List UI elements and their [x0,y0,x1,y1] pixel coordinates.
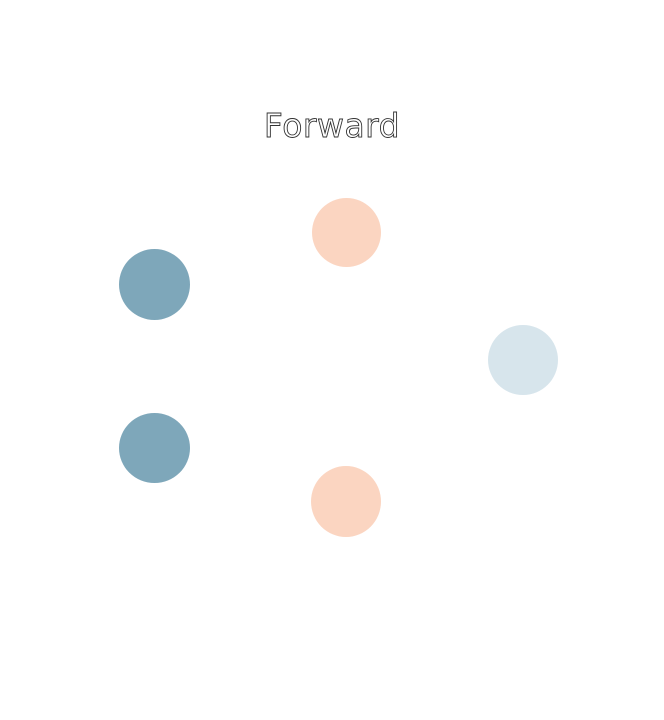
input-node-2 [119,413,190,483]
hidden-node-2 [311,466,381,537]
hidden-node-1 [312,198,381,267]
diagram-title: Forward [263,106,401,146]
output-node-1 [488,325,558,395]
input-node-1 [119,249,190,320]
